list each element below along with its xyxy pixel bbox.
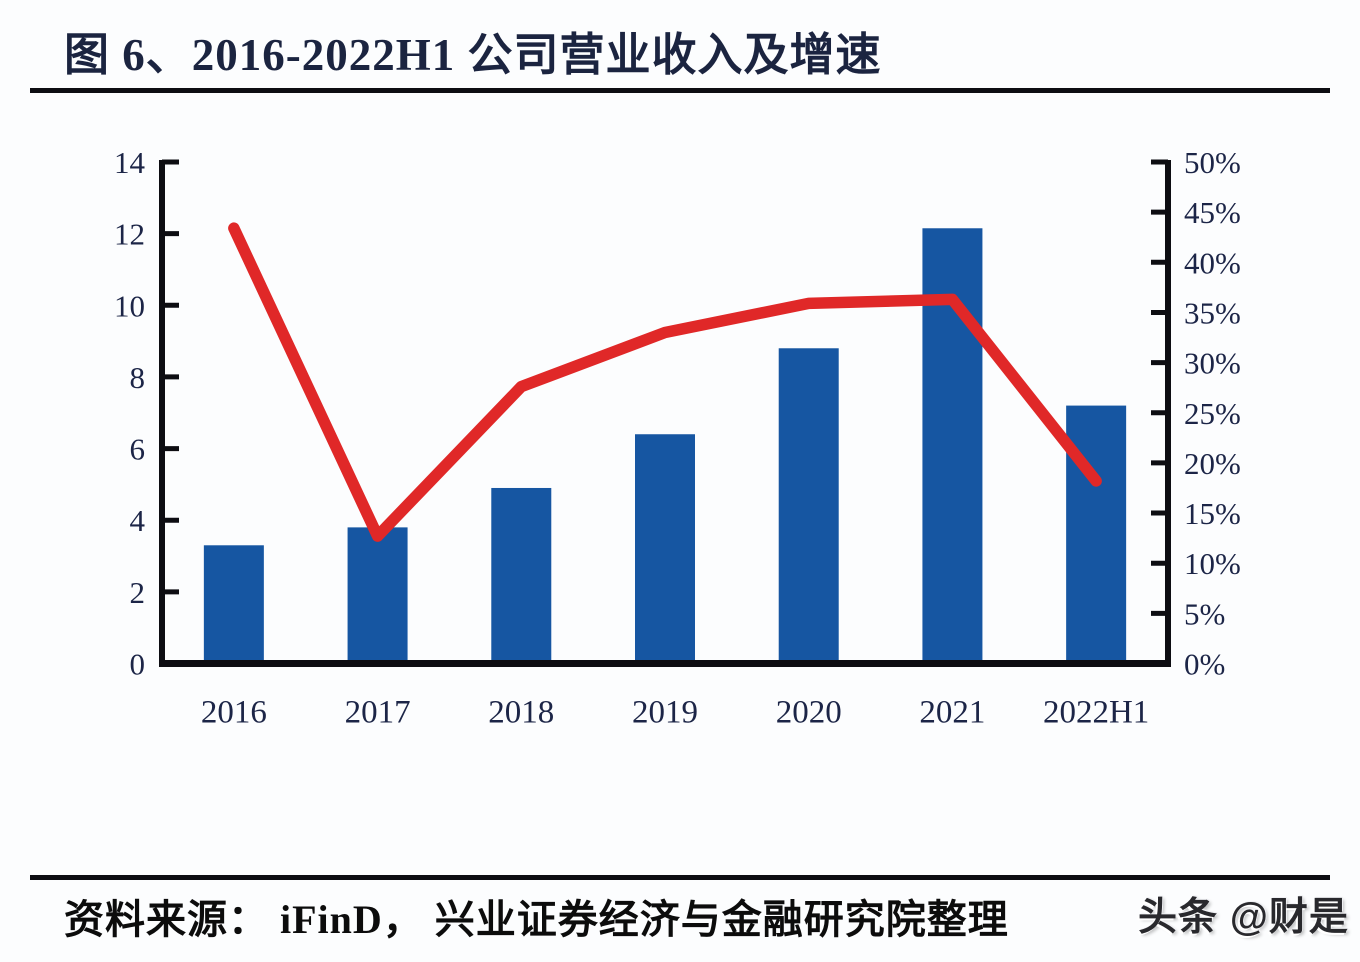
y-right-tick-label: 30% <box>1184 346 1241 381</box>
y-right-tick-label: 20% <box>1184 446 1241 481</box>
y-right-tick-label: 15% <box>1184 496 1241 531</box>
revenue-bar-2019 <box>635 434 695 664</box>
y-right-tick-label: 10% <box>1184 546 1241 581</box>
revenue-bar-2022H1 <box>1066 405 1127 664</box>
revenue-bar-2020 <box>778 348 839 664</box>
revenue-bar-2021 <box>922 228 983 664</box>
y-left-tick-label: 6 <box>130 432 146 467</box>
y-right-tick-label: 45% <box>1184 195 1241 230</box>
revenue-bar-2017 <box>347 527 408 664</box>
x-tick-label-2016: 2016 <box>201 695 267 731</box>
y-left-tick-label: 4 <box>130 503 146 538</box>
chart-canvas: 0 2 4 6 8 10 12 14 0% 5% 10% 15% 20% 25% 30% 35% 40% 45% 5… <box>114 145 1241 731</box>
chart-legend: 营业收入(亿元，左轴) 增速(%，右轴) <box>0 770 1360 850</box>
growth-line <box>228 222 1102 542</box>
y-right-tick-label: 5% <box>1184 596 1225 631</box>
y-left-tick-label: 2 <box>130 575 146 610</box>
y-left-tick-label: 12 <box>114 217 145 252</box>
x-tick-label-2020: 2020 <box>776 695 842 731</box>
figure-title: 图 6、2016-2022H1 公司营业收入及增速 <box>64 30 882 80</box>
y-right-tick-label: 25% <box>1184 396 1241 431</box>
x-tick-label-2022H1: 2022H1 <box>1043 695 1149 731</box>
x-tick-label-2017: 2017 <box>345 695 411 731</box>
y-left-tick-label: 8 <box>130 360 146 395</box>
title-divider <box>30 88 1330 93</box>
revenue-bar-2018 <box>491 487 552 664</box>
y-left-tick-label: 0 <box>130 647 146 682</box>
x-tick-label-2018: 2018 <box>488 695 554 731</box>
x-tick-label-2021: 2021 <box>919 695 985 731</box>
x-tick-label-2019: 2019 <box>632 695 698 731</box>
y-right-tick-label: 35% <box>1184 295 1241 330</box>
y-right-tick-label: 0% <box>1184 647 1225 682</box>
y-right-tick-label: 50% <box>1184 145 1241 180</box>
toutiao-watermark: 头条 @财是 <box>1138 896 1349 939</box>
y-left-tick-label: 10 <box>114 288 145 323</box>
footer-divider <box>30 875 1330 880</box>
y-left-tick-label: 14 <box>114 145 146 180</box>
y-right-tick-label: 40% <box>1184 245 1241 280</box>
source-note: 资料来源： iFinD， 兴业证券经济与金融研究院整理 <box>64 897 1009 942</box>
revenue-bar-2016 <box>203 545 264 664</box>
revenue-growth-chart: 0 2 4 6 8 10 12 14 0% 5% 10% 15% 20% 25% 30% 35% 40% 45% 5… <box>114 145 1241 731</box>
